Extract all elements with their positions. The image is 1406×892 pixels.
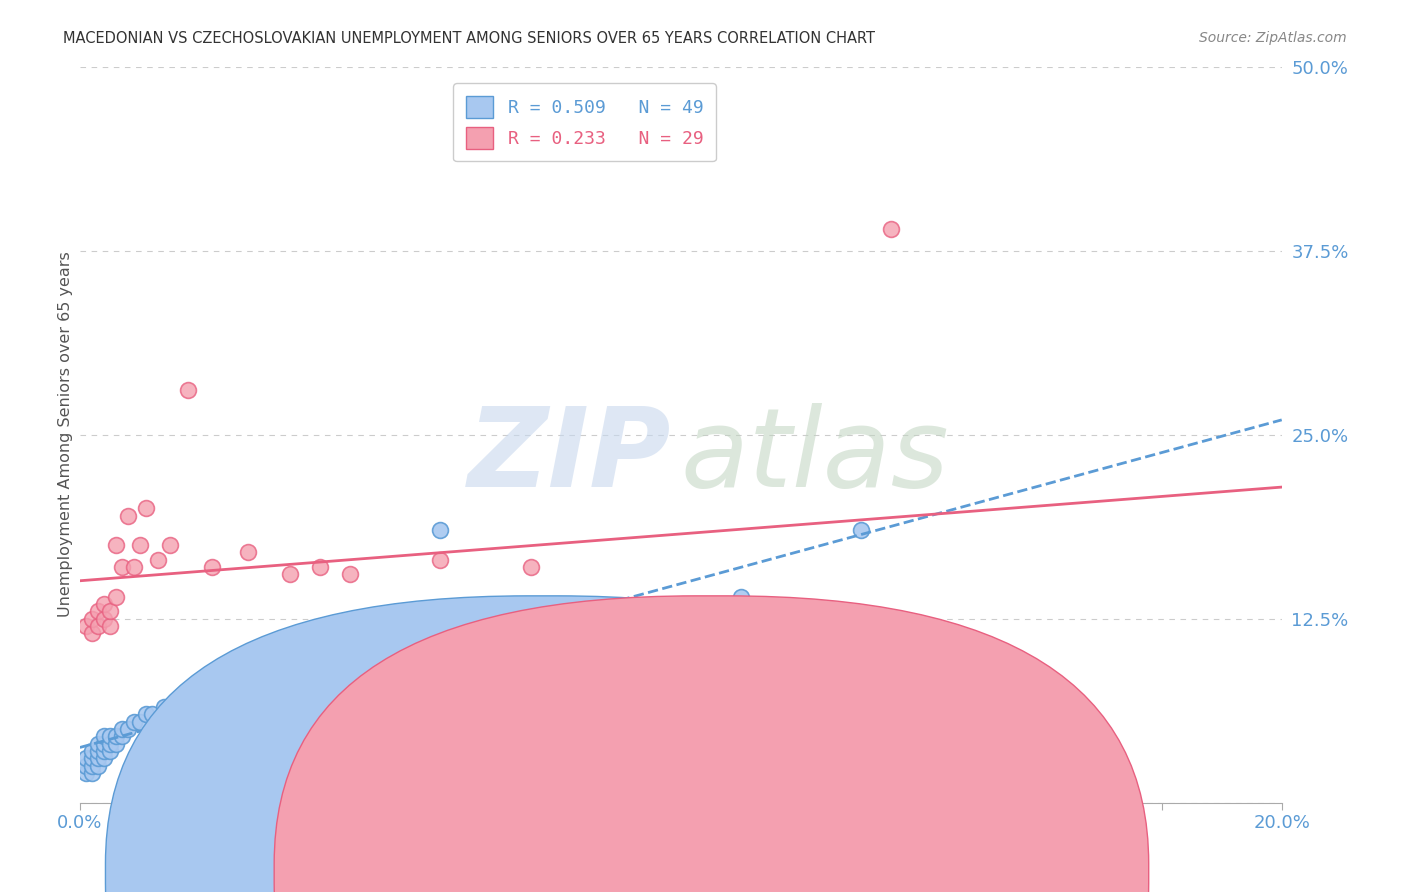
Text: atlas: atlas [681, 403, 949, 510]
Point [75, 619, 97, 633]
Point [236, 678, 259, 692]
Point [201, 560, 224, 574]
Point [117, 722, 139, 736]
Point [357, 656, 380, 670]
Point [129, 714, 152, 729]
Point [165, 700, 187, 714]
Point [80, 626, 103, 640]
Point [849, 523, 872, 537]
Point [550, 633, 572, 648]
Point [98, 744, 121, 758]
Point [80, 751, 103, 765]
Point [111, 722, 134, 736]
Point [122, 560, 145, 574]
Point [278, 567, 301, 582]
Point [880, 221, 903, 235]
Point [111, 730, 134, 744]
Point [188, 692, 211, 706]
Point [75, 766, 97, 780]
Point [87, 619, 110, 633]
Point [122, 714, 145, 729]
Point [104, 730, 127, 744]
Text: Macedonians: Macedonians [562, 863, 672, 880]
Point [730, 656, 752, 670]
Point [98, 730, 121, 744]
Text: MACEDONIAN VS CZECHOSLOVAKIAN UNEMPLOYMENT AMONG SENIORS OVER 65 YEARS CORRELATI: MACEDONIAN VS CZECHOSLOVAKIAN UNEMPLOYME… [63, 31, 876, 46]
Point [129, 538, 152, 552]
Point [153, 700, 176, 714]
Point [98, 619, 121, 633]
Point [104, 737, 127, 751]
Point [87, 737, 110, 751]
Point [87, 604, 110, 618]
Point [93, 597, 115, 611]
Point [80, 744, 103, 758]
Point [93, 751, 115, 765]
Point [141, 707, 163, 722]
Point [339, 567, 361, 582]
Point [730, 590, 752, 604]
Point [399, 648, 422, 663]
Point [135, 707, 157, 722]
Point [93, 737, 115, 751]
Point [262, 671, 284, 685]
Text: Czechoslovakians: Czechoslovakians [731, 863, 879, 880]
Text: Source: ZipAtlas.com: Source: ZipAtlas.com [1199, 31, 1347, 45]
Y-axis label: Unemployment Among Seniors over 65 years: Unemployment Among Seniors over 65 years [59, 252, 73, 617]
Point [309, 560, 332, 574]
Point [98, 604, 121, 618]
Point [93, 611, 115, 625]
Point [87, 744, 110, 758]
Point [80, 766, 103, 780]
Point [159, 538, 181, 552]
Point [87, 751, 110, 765]
Legend: R = 0.509   N = 49, R = 0.233   N = 29: R = 0.509 N = 49, R = 0.233 N = 29 [453, 83, 716, 161]
Point [429, 552, 451, 566]
Point [80, 759, 103, 773]
Point [135, 501, 157, 516]
Point [111, 560, 134, 574]
Point [236, 545, 259, 559]
Point [297, 663, 319, 677]
Point [429, 523, 451, 537]
Point [460, 640, 482, 655]
Point [104, 538, 127, 552]
Point [177, 384, 200, 398]
Point [93, 744, 115, 758]
Point [117, 508, 139, 523]
Point [75, 751, 97, 765]
Point [669, 604, 692, 618]
Point [970, 678, 993, 692]
Point [489, 633, 512, 648]
Point [278, 671, 301, 685]
Point [87, 759, 110, 773]
Text: ZIP: ZIP [468, 403, 671, 510]
Point [80, 611, 103, 625]
Point [93, 730, 115, 744]
Point [75, 759, 97, 773]
Point [177, 692, 200, 706]
Point [201, 685, 224, 699]
Point [98, 737, 121, 751]
Point [219, 685, 242, 699]
Point [519, 560, 541, 574]
Point [146, 552, 169, 566]
Point [104, 590, 127, 604]
Point [609, 619, 631, 633]
Point [321, 663, 343, 677]
Point [519, 633, 541, 648]
